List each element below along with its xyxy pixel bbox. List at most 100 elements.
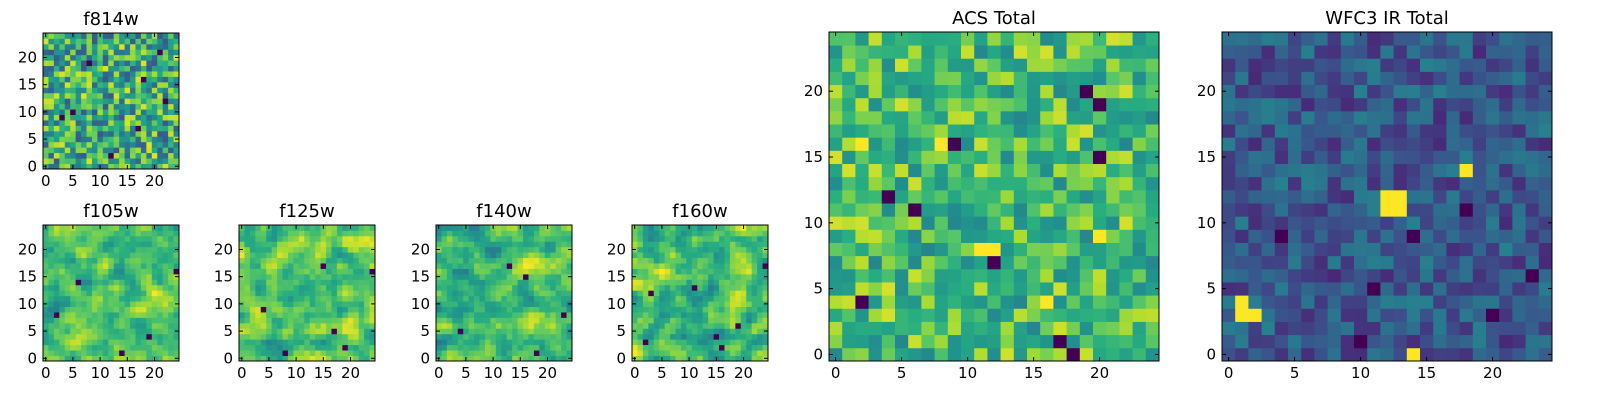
heatmap-cell: [124, 317, 131, 324]
heatmap-cell: [266, 350, 273, 356]
heatmap-cell: [1420, 45, 1434, 59]
heatmap-cell: [523, 328, 529, 335]
heatmap-cell: [53, 60, 60, 67]
heatmap-cell: [550, 295, 557, 302]
heatmap-cell: [474, 230, 480, 237]
heatmap-cell: [921, 124, 935, 138]
heatmap-cell: [735, 241, 742, 248]
heatmap-cell: [1420, 71, 1434, 86]
heatmap-cell: [436, 230, 442, 237]
heatmap-cell: [987, 295, 1001, 309]
heatmap-cell: [947, 58, 962, 72]
heatmap-cell: [555, 241, 562, 248]
heatmap-cell: [974, 32, 988, 46]
heatmap-cell: [244, 350, 251, 356]
heatmap-cell: [697, 279, 704, 286]
heatmap-cell: [881, 308, 896, 322]
heatmap-cell: [124, 295, 131, 302]
y-tick-label: 0: [813, 345, 823, 363]
heatmap-cell: [48, 273, 55, 280]
heatmap-cell: [369, 235, 376, 242]
heatmap-cell: [974, 45, 988, 59]
heatmap-cell: [146, 33, 153, 39]
x-tick-label: 10: [287, 364, 306, 382]
heatmap-cell: [162, 317, 169, 324]
heatmap-cell: [59, 98, 66, 105]
heatmap-cell: [974, 84, 988, 99]
heatmap-cell: [53, 49, 60, 56]
heatmap-cell: [1354, 45, 1368, 59]
heatmap-cell: [364, 350, 370, 356]
heatmap-cell: [702, 257, 709, 264]
heatmap-cell: [304, 246, 311, 253]
heatmap-cell: [102, 49, 109, 56]
heatmap-cell: [947, 308, 962, 322]
heatmap-cell: [697, 328, 704, 335]
heatmap-cell: [484, 350, 491, 356]
heatmap-cell: [1248, 295, 1262, 309]
heatmap-cell: [495, 252, 502, 259]
heatmap-cell: [441, 306, 448, 313]
heatmap-cell: [1459, 124, 1474, 138]
heatmap-cell: [157, 344, 164, 351]
heatmap-cell: [266, 257, 273, 264]
heatmap-cell: [637, 273, 644, 280]
heatmap-cell: [947, 347, 962, 362]
heatmap-cell: [75, 317, 82, 324]
heatmap-cell: [1525, 163, 1540, 178]
heatmap-cell: [266, 312, 273, 318]
heatmap-cell: [140, 87, 147, 94]
heatmap-cell: [108, 257, 115, 264]
heatmap-cell: [1000, 242, 1015, 257]
heatmap-cell: [921, 110, 935, 125]
heatmap-cell: [48, 295, 55, 302]
heatmap-cell: [457, 257, 464, 264]
heatmap-cell: [59, 43, 66, 50]
heatmap-cell: [108, 54, 115, 61]
heatmap-cell: [1274, 124, 1289, 138]
heatmap-cell: [1040, 176, 1054, 191]
heatmap-cell: [691, 339, 698, 346]
heatmap-cell: [320, 279, 327, 286]
heatmap-cell: [108, 103, 115, 110]
x-tick-label: 20: [538, 364, 557, 382]
heatmap-cell: [315, 295, 321, 302]
heatmap-cell: [97, 60, 104, 67]
heatmap-cell: [1248, 110, 1262, 125]
heatmap-cell: [528, 235, 535, 242]
heatmap-cell: [664, 230, 671, 237]
heatmap-cell: [719, 333, 725, 340]
heatmap-cell: [1119, 45, 1133, 59]
heatmap-cell: [48, 339, 55, 346]
heatmap-cell: [130, 152, 136, 159]
heatmap-cell: [239, 284, 245, 291]
heatmap-cell: [533, 252, 540, 259]
heatmap-cell: [331, 241, 338, 248]
heatmap-cell: [974, 216, 988, 230]
heatmap-cell: [974, 124, 988, 138]
heatmap-cell: [140, 109, 147, 115]
heatmap-cell: [1288, 176, 1302, 191]
heatmap-cell: [697, 225, 704, 231]
heatmap-cell: [746, 279, 753, 286]
heatmap-cell: [91, 257, 98, 264]
heatmap-cell: [947, 163, 962, 178]
heatmap-cell: [829, 163, 843, 178]
heatmap-cell: [86, 257, 93, 264]
heatmap-cell: [881, 229, 896, 243]
heatmap-cell: [1393, 189, 1408, 204]
heatmap-cell: [680, 257, 687, 264]
heatmap-cell: [1472, 150, 1487, 164]
heatmap-cell: [1420, 295, 1434, 309]
heatmap-cell: [1459, 71, 1474, 86]
heatmap-cell: [135, 136, 142, 143]
heatmap-cell: [1380, 334, 1394, 349]
heatmap-cell: [326, 344, 332, 351]
y-tick-label: 0: [420, 349, 430, 367]
heatmap-cell: [336, 301, 343, 307]
heatmap-cell: [1420, 216, 1434, 230]
heatmap-cell: [934, 308, 949, 322]
heatmap-cell: [342, 273, 349, 280]
heatmap-cell: [309, 355, 316, 362]
